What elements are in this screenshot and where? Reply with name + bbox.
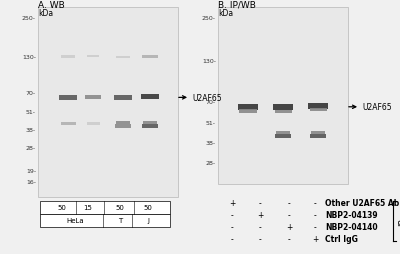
Text: 70-: 70- <box>26 91 36 96</box>
Text: -: - <box>259 223 261 232</box>
Text: 50: 50 <box>144 205 152 211</box>
Bar <box>311 132 325 135</box>
Bar <box>115 125 131 129</box>
Text: -: - <box>314 211 316 220</box>
Bar <box>310 109 326 112</box>
Bar <box>116 57 130 59</box>
Text: -: - <box>231 223 233 232</box>
Text: kDa: kDa <box>218 9 233 18</box>
Text: -: - <box>314 199 316 208</box>
Bar <box>85 96 101 100</box>
Text: 70-: 70- <box>206 100 216 105</box>
Text: 16-: 16- <box>26 179 36 184</box>
Text: 19-: 19- <box>26 169 36 173</box>
Bar <box>86 122 100 125</box>
Text: J: J <box>147 218 149 224</box>
Text: -: - <box>259 235 261 244</box>
Bar <box>87 56 99 58</box>
Text: Other U2AF65 Ab: Other U2AF65 Ab <box>325 199 399 208</box>
Text: -: - <box>231 211 233 220</box>
Bar <box>40 214 170 227</box>
Text: NBP2-04140: NBP2-04140 <box>325 223 378 232</box>
Bar <box>142 56 158 59</box>
Text: -: - <box>288 235 290 244</box>
Text: -: - <box>288 211 290 220</box>
Text: NBP2-04139: NBP2-04139 <box>325 211 378 220</box>
Bar <box>275 134 291 138</box>
Text: IP: IP <box>398 217 400 225</box>
Bar <box>60 122 76 125</box>
Bar <box>61 55 75 58</box>
Bar <box>114 96 132 101</box>
Text: +: + <box>229 199 235 208</box>
Bar <box>116 121 130 124</box>
Bar <box>59 96 77 101</box>
Text: kDa: kDa <box>38 9 53 18</box>
Text: +: + <box>286 223 292 232</box>
Text: HeLa: HeLa <box>66 218 84 224</box>
Text: 250-: 250- <box>202 15 216 20</box>
Text: -: - <box>314 223 316 232</box>
Text: 38-: 38- <box>206 140 216 146</box>
Bar <box>143 121 157 124</box>
Text: -: - <box>288 199 290 208</box>
Text: 15: 15 <box>84 205 92 211</box>
Text: A. WB: A. WB <box>38 1 65 10</box>
Text: Ctrl IgG: Ctrl IgG <box>325 235 358 244</box>
Bar <box>308 103 328 109</box>
Text: T: T <box>118 218 122 224</box>
Text: 250-: 250- <box>22 15 36 20</box>
Bar <box>274 110 292 113</box>
Text: 28-: 28- <box>206 161 216 166</box>
Text: 130-: 130- <box>22 54 36 59</box>
Text: U2AF65: U2AF65 <box>192 93 222 102</box>
Bar <box>238 104 258 110</box>
Bar <box>40 201 170 214</box>
Text: +: + <box>257 211 263 220</box>
Text: -: - <box>231 235 233 244</box>
Bar <box>273 104 293 110</box>
Text: 38-: 38- <box>26 128 36 132</box>
Text: 51-: 51- <box>26 110 36 115</box>
Bar <box>142 125 158 129</box>
Text: 50: 50 <box>58 205 66 211</box>
Bar <box>310 134 326 138</box>
Bar <box>239 109 257 114</box>
Bar <box>38 8 178 197</box>
Bar <box>218 8 348 184</box>
Bar <box>276 132 290 135</box>
Text: B. IP/WB: B. IP/WB <box>218 1 256 10</box>
Text: 28-: 28- <box>26 146 36 151</box>
Text: -: - <box>259 199 261 208</box>
Text: U2AF65: U2AF65 <box>362 103 392 112</box>
Text: 50: 50 <box>116 205 124 211</box>
Text: 130-: 130- <box>202 59 216 64</box>
Text: 51-: 51- <box>206 121 216 126</box>
Bar <box>141 94 159 100</box>
Text: +: + <box>312 235 318 244</box>
